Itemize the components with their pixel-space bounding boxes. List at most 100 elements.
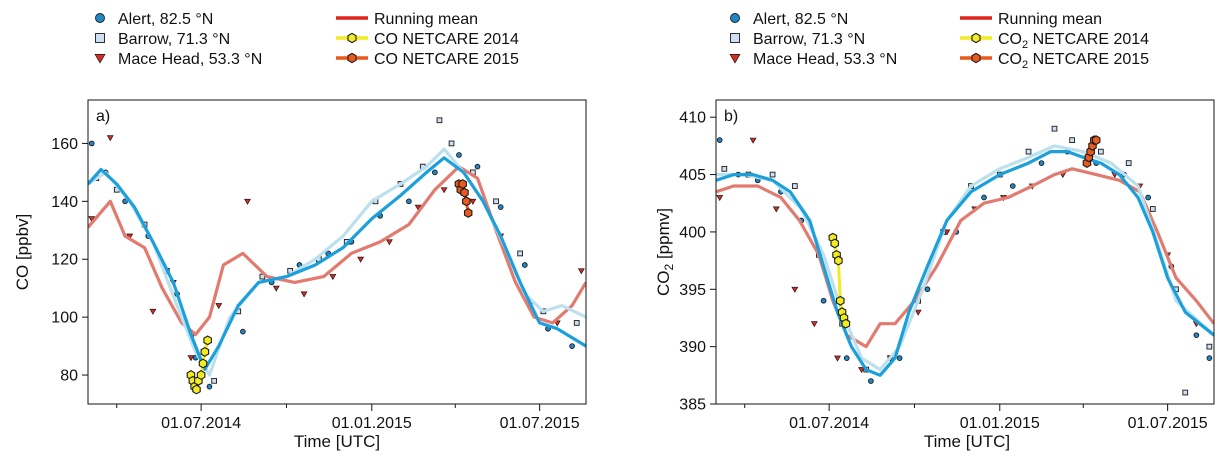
data-point (1193, 332, 1200, 339)
netcare-2015 (454, 178, 473, 218)
legend-label-series: CO NETCARE 2015 (374, 51, 519, 68)
legend-label-series-text: CO NETCARE 2014 (374, 31, 519, 48)
data-point (1098, 148, 1104, 155)
y-axis-label-subscript: 2 (662, 263, 676, 270)
y-axis-label: CO [ppbv] (13, 214, 32, 291)
netcare-point (841, 318, 851, 329)
legend-marker-2 (730, 33, 740, 43)
y-tick-label: 405 (679, 167, 706, 184)
netcare-point (835, 295, 845, 306)
data-point (456, 152, 462, 158)
data-point (436, 117, 443, 124)
data-point (211, 377, 217, 384)
legend-label-series: Running mean (998, 11, 1102, 28)
x-tick-label: 01.07.2015 (500, 415, 580, 432)
data-point (187, 355, 195, 362)
legend-label-station: Mace Head, 53.3 °N (118, 51, 262, 68)
data-point (914, 309, 922, 316)
netcare-point (203, 335, 212, 346)
netcare-point (458, 179, 467, 189)
data-point (1069, 137, 1075, 144)
legend-label-series: CO NETCARE 2014 (374, 31, 519, 48)
y-axis-label-text: CO (654, 270, 673, 296)
plot-area (716, 125, 1214, 396)
y-axis-label-unit: [ppmv] (654, 208, 673, 264)
data-point (493, 198, 499, 205)
data-point (406, 198, 412, 205)
legend-label-station: Mace Head, 53.3 °N (753, 51, 897, 68)
data-point (414, 204, 422, 211)
netcare-2015 (1082, 135, 1101, 169)
running-mean-mace-head (716, 167, 1214, 349)
panel-label: b) (724, 108, 738, 125)
data-point (88, 140, 95, 147)
data-point (122, 198, 128, 205)
legend-marker-1 (730, 13, 740, 23)
data-point (1009, 183, 1016, 189)
running-mean-barrow (716, 144, 1214, 372)
x-tick-label: 01.01.2015 (332, 415, 412, 432)
netcare-point (1091, 135, 1101, 146)
x-tick-label: 01.07.2014 (789, 415, 869, 432)
legend-label-series-text: CO (998, 51, 1022, 68)
data-point (215, 303, 223, 310)
data-point (868, 378, 874, 384)
data-point (300, 291, 308, 298)
data-point (431, 169, 438, 176)
legend-stations: Alert, 82.5 °N Barrow, 71.3 °N Mace Head, … (94, 11, 262, 68)
legend-marker-netcare (347, 52, 357, 64)
data-point (721, 165, 728, 172)
legend-label-series-text: CO (998, 31, 1022, 48)
y-tick-label: 395 (679, 282, 706, 299)
y-tick-label: 120 (51, 252, 78, 269)
legend-marker-netcare (347, 32, 357, 44)
data-point (981, 194, 987, 201)
legend-label-series-text: CO NETCARE 2015 (374, 51, 519, 68)
legend-marker-3 (94, 54, 106, 64)
running-mean-alert (716, 150, 1214, 377)
data-point (1038, 160, 1045, 166)
legend-marker-netcare (971, 52, 981, 64)
panel-b: Alert, 82.5 °N Barrow, 71.3 °N Mace Head, … (654, 11, 1215, 451)
y-tick-label: 100 (51, 310, 78, 327)
data-point (517, 250, 524, 257)
data-point (924, 286, 931, 293)
y-tick-label: 400 (679, 224, 706, 241)
legend-label-series-text: Running mean (998, 11, 1102, 28)
data-point (521, 262, 528, 268)
data-point (1025, 148, 1032, 155)
legend-marker-2 (95, 33, 105, 43)
data-point (448, 140, 455, 147)
data-point (1149, 206, 1156, 212)
data-point (385, 239, 393, 246)
legend-marker-netcare (971, 32, 981, 44)
legend-label-series-subscript: 2 (1022, 59, 1028, 71)
legend-label-series: Running mean (374, 11, 478, 28)
data-point (810, 321, 818, 328)
data-point (791, 183, 798, 189)
legend-label-series-tail: NETCARE 2014 (1028, 31, 1149, 48)
legend-label-station: Barrow, 71.3 °N (753, 31, 865, 48)
data-point (896, 355, 903, 361)
data-point (1182, 389, 1189, 396)
netcare-point (463, 207, 473, 218)
data-point (497, 204, 504, 210)
data-point (1206, 355, 1213, 361)
legend-label-station: Alert, 82.5 °N (753, 11, 848, 28)
data-point (791, 286, 799, 293)
y-axis-label-text: CO [ppbv] (13, 214, 32, 291)
netcare-point (198, 358, 208, 369)
legend-label-station: Alert, 82.5 °N (118, 11, 213, 28)
legend-label-series-text: Running mean (374, 11, 478, 28)
legend-series: Running mean CO NETCARE 2014 CO NETCARE 20… (336, 11, 519, 68)
netcare-point (460, 187, 469, 198)
data-point (772, 206, 780, 213)
x-tick-label: 01.01.2015 (960, 415, 1040, 432)
y-tick-label: 80 (60, 368, 78, 385)
y-axis-label: CO2 [ppmv] (654, 208, 676, 296)
netcare-2014 (186, 335, 212, 395)
data-point (843, 355, 850, 361)
netcare-point (834, 255, 843, 266)
y-tick-label: 410 (679, 110, 706, 127)
